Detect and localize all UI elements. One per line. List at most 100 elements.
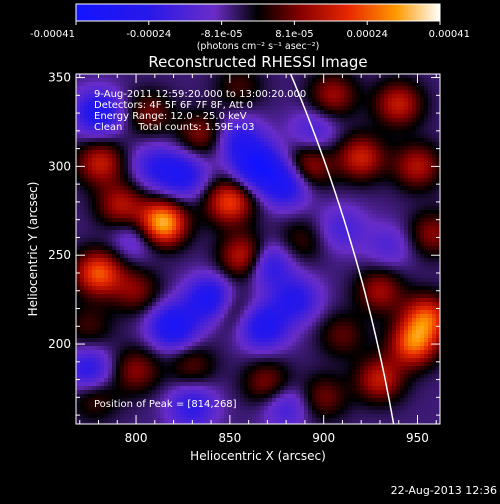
heatmap-cell [108,166,112,170]
heatmap-cell [260,286,264,290]
heatmap-cell [252,230,256,234]
heatmap-cell [228,186,232,190]
heatmap-cell [156,190,160,194]
heatmap-cell [200,266,204,270]
heatmap-cell [412,122,416,126]
heatmap-cell [388,94,392,98]
heatmap-cell [424,146,428,150]
heatmap-cell [168,142,172,146]
heatmap-cell [420,162,424,166]
heatmap-cell [92,230,96,234]
heatmap-cell [220,150,224,154]
heatmap-cell [424,90,428,94]
heatmap-cell [280,238,284,242]
heatmap-cell [100,138,104,142]
heatmap-cell [360,126,364,130]
heatmap-cell [344,262,348,266]
heatmap-cell [236,222,240,226]
heatmap-cell [356,242,360,246]
heatmap-cell [156,142,160,146]
heatmap-cell [184,234,188,238]
heatmap-cell [128,186,132,190]
heatmap-cell [360,102,364,106]
heatmap-cell [168,226,172,230]
heatmap-cell [220,246,224,250]
heatmap-cell [220,202,224,206]
heatmap-cell [272,234,276,238]
heatmap-cell [108,174,112,178]
heatmap-cell [140,82,144,86]
heatmap-cell [236,138,240,142]
heatmap-cell [428,190,432,194]
heatmap-cell [156,194,160,198]
heatmap-cell [196,226,200,230]
heatmap-cell [432,190,436,194]
heatmap-cell [320,214,324,218]
heatmap-cell [224,182,228,186]
heatmap-cell [352,90,356,94]
heatmap-cell [108,286,112,290]
heatmap-cell [328,78,332,82]
heatmap-cell [172,182,176,186]
heatmap-cell [348,270,352,274]
heatmap-cell [128,210,132,214]
heatmap-cell [260,158,264,162]
heatmap-cell [172,186,176,190]
heatmap-cell [200,286,204,290]
heatmap-cell [160,290,164,294]
heatmap-cell [224,274,228,278]
heatmap-cell [428,170,432,174]
heatmap-cell [432,270,436,274]
heatmap-cell [332,230,336,234]
heatmap-cell [84,146,88,150]
heatmap-cell [304,222,308,226]
heatmap-cell [196,238,200,242]
heatmap-cell [292,102,296,106]
heatmap-cell [428,102,432,106]
heatmap-cell [84,230,88,234]
heatmap-cell [116,290,120,294]
heatmap-cell [136,222,140,226]
heatmap-cell [320,110,324,114]
heatmap-cell [76,186,80,190]
heatmap-cell [80,214,84,218]
heatmap-cell [112,202,116,206]
heatmap-cell [80,286,84,290]
heatmap-cell [76,94,80,98]
heatmap-cell [236,178,240,182]
heatmap-cell [224,234,228,238]
heatmap-cell [400,250,404,254]
heatmap-cell [224,74,228,78]
heatmap-cell [108,170,112,174]
heatmap-cell [340,134,344,138]
heatmap-cell [364,126,368,130]
heatmap-cell [340,102,344,106]
heatmap-cell [136,150,140,154]
heatmap-cell [236,150,240,154]
heatmap-cell [280,262,284,266]
heatmap-cell [304,174,308,178]
heatmap-cell [84,82,88,86]
heatmap-cell [104,246,108,250]
heatmap-cell [404,82,408,86]
heatmap-cell [184,242,188,246]
heatmap-cell [92,178,96,182]
heatmap-cell [404,222,408,226]
heatmap-cell [144,166,148,170]
heatmap-cell [296,146,300,150]
heatmap-cell [288,118,292,122]
heatmap-cell [408,158,412,162]
heatmap-cell [288,266,292,270]
heatmap-cell [152,270,156,274]
heatmap-cell [92,278,96,282]
heatmap-cell [336,82,340,86]
heatmap-cell [208,218,212,222]
heatmap-cell [108,198,112,202]
heatmap-cell [248,250,252,254]
heatmap-cell [136,186,140,190]
heatmap-cell [256,146,260,150]
heatmap-cell [92,150,96,154]
heatmap-cell [188,166,192,170]
heatmap-cell [308,174,312,178]
heatmap-cell [356,190,360,194]
